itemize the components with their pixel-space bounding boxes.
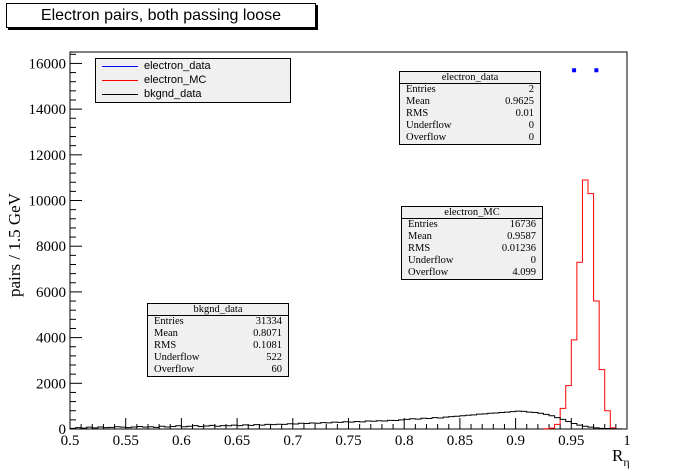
stats-value: 2: [528, 84, 534, 95]
stats-value: 16736: [509, 219, 536, 230]
x-tick-label: 0.6: [172, 433, 191, 449]
stats-value: 0: [528, 132, 534, 143]
stats-row-mean: Mean 0.9625: [400, 96, 540, 108]
stats-key: Overflow: [154, 364, 195, 375]
legend-entry-electron-data: electron_data: [96, 59, 290, 73]
y-tick-label: 0: [59, 422, 67, 438]
axes: 0.5 0.55 0.6 0.65 0.7 0.75 0.8 0.85 0.9 0.95 10200…: [29, 51, 631, 449]
stats-value: 0.01236: [501, 243, 536, 254]
x-tick-label: 0.95: [558, 433, 584, 449]
stats-row-rms: RMS 0.1081: [148, 340, 288, 352]
stats-key: Overflow: [406, 132, 447, 143]
x-axis-label: Rη: [612, 446, 630, 469]
y-tick-label: 16000: [29, 56, 67, 72]
legend-swatch-electron-mc: [102, 79, 138, 81]
y-tick-label: 4000: [36, 331, 66, 347]
stats-row-underflow: Underflow 0: [402, 255, 542, 267]
stats-row-rms: RMS 0.01: [400, 108, 540, 120]
stats-value: 4.099: [512, 267, 536, 278]
electron-data-marker: [594, 68, 599, 73]
stats-row-entries: Entries 16736: [402, 219, 542, 231]
electron-mc-histogram: [542, 179, 617, 430]
stats-box-title: bkgnd_data: [148, 304, 288, 316]
stats-row-overflow: Overflow 60: [148, 364, 288, 376]
x-tick-label: 1: [623, 433, 631, 449]
stats-value: 60: [271, 364, 283, 375]
stats-key: Mean: [154, 328, 178, 339]
x-tick-label: 0.8: [395, 433, 414, 449]
stats-value: 0.8071: [253, 328, 282, 339]
stats-value: 0: [530, 255, 536, 266]
x-tick-label: 0.9: [506, 433, 525, 449]
stats-key: Underflow: [406, 120, 452, 131]
stats-box-title: electron_data: [400, 72, 540, 84]
stats-box-title: electron_MC: [402, 207, 542, 219]
stats-row-mean: Mean 0.9587: [402, 231, 542, 243]
stats-key: Underflow: [408, 255, 454, 266]
y-tick-label: 2000: [36, 376, 66, 392]
legend-label-electron-mc: electron_MC: [144, 74, 207, 86]
stats-row-mean: Mean 0.8071: [148, 328, 288, 340]
legend-swatch-bkgnd-data: [102, 93, 138, 95]
y-tick-label: 14000: [29, 102, 67, 118]
stats-key: Mean: [408, 231, 432, 242]
stats-row-rms: RMS 0.01236: [402, 243, 542, 255]
bkgnd-data-histogram: [69, 410, 627, 430]
stats-row-entries: Entries 2: [400, 84, 540, 96]
stats-key: RMS: [154, 340, 177, 351]
stats-value: 0.1081: [253, 340, 282, 351]
stats-row-underflow: Underflow 0: [400, 120, 540, 132]
stats-key: Entries: [406, 84, 436, 95]
series-layer: [69, 68, 627, 430]
stats-value: 0.9625: [505, 96, 534, 107]
stats-key: Overflow: [408, 267, 449, 278]
x-axis-label-main: R: [612, 446, 624, 465]
y-tick-label: 12000: [29, 148, 67, 164]
stats-value: 0.01: [515, 108, 534, 119]
y-tick-label: 6000: [36, 285, 66, 301]
stats-row-entries: Entries 31334: [148, 316, 288, 328]
y-axis-label: pairs / 1.5 GeV: [5, 192, 24, 297]
stats-key: RMS: [408, 243, 431, 254]
legend: electron_data electron_MC bkgnd_data: [95, 58, 291, 103]
electron-data-marker: [572, 68, 577, 73]
stats-key: RMS: [406, 108, 429, 119]
x-tick-label: 0.7: [283, 433, 302, 449]
stats-row-underflow: Underflow 522: [148, 352, 288, 364]
x-tick-label: 0.5: [61, 433, 80, 449]
x-tick-label: 0.55: [113, 433, 139, 449]
stats-row-overflow: Overflow 4.099: [402, 267, 542, 279]
x-axis-label-sub: η: [623, 455, 629, 469]
x-tick-label: 0.75: [335, 433, 361, 449]
stats-value: 522: [266, 352, 282, 363]
stats-box-electron-mc: electron_MC Entries 16736 Mean 0.9587 RMS 0…: [401, 206, 543, 280]
stats-key: Entries: [408, 219, 438, 230]
legend-entry-bkgnd-data: bkgnd_data: [96, 87, 290, 101]
x-tick-label: 0.85: [447, 433, 473, 449]
y-tick-label: 8000: [36, 239, 66, 255]
stats-value: 31334: [255, 316, 282, 327]
x-tick-label: 0.65: [224, 433, 250, 449]
stats-box-bkgnd-data: bkgnd_data Entries 31334 Mean 0.8071 RMS 0.…: [147, 303, 289, 377]
stats-box-electron-data: electron_data Entries 2 Mean 0.9625 RMS 0.0…: [399, 71, 541, 145]
stats-value: 0: [528, 120, 534, 131]
stats-row-overflow: Overflow 0: [400, 132, 540, 144]
legend-label-electron-data: electron_data: [144, 60, 211, 72]
legend-label-bkgnd-data: bkgnd_data: [144, 88, 202, 100]
legend-swatch-electron-data: [102, 65, 138, 67]
stats-key: Underflow: [154, 352, 200, 363]
stats-key: Entries: [154, 316, 184, 327]
y-tick-label: 10000: [29, 194, 67, 210]
chart-title: Electron pairs, both passing loose: [6, 3, 316, 28]
legend-entry-electron-mc: electron_MC: [96, 73, 290, 87]
stats-key: Mean: [406, 96, 430, 107]
stats-value: 0.9587: [507, 231, 536, 242]
